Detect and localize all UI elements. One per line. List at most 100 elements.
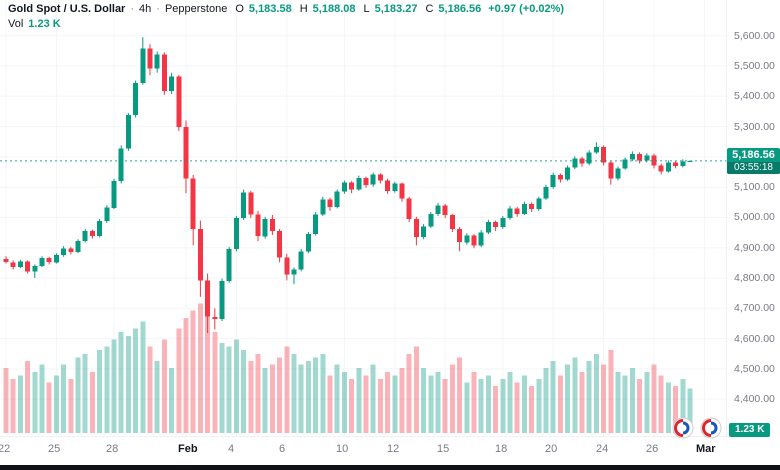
- volume-label[interactable]: Vol: [8, 18, 24, 30]
- candle: [356, 178, 362, 190]
- time-tick-label: Mar: [696, 443, 716, 455]
- candle: [341, 182, 347, 192]
- time-axis[interactable]: 22 25 28 Feb 4 6 10 12 15 18 20 24 26 Mar: [0, 437, 780, 465]
- candle: [521, 203, 527, 214]
- volume-bar: [161, 339, 167, 433]
- candle: [543, 187, 549, 199]
- volume-bar: [565, 364, 571, 433]
- candle: [104, 207, 110, 221]
- candle: [241, 192, 247, 218]
- volume-bar: [298, 364, 304, 433]
- volume-bar: [651, 364, 657, 433]
- volume-row: Vol 1.23 K: [8, 17, 564, 32]
- volume-bar: [183, 317, 189, 433]
- volume-bar: [687, 388, 693, 433]
- candle: [305, 234, 311, 252]
- price-tick-label: 5,600.00: [734, 30, 775, 42]
- candle: [46, 258, 52, 263]
- volume-bar: [557, 375, 563, 433]
- volume-bar: [377, 379, 383, 433]
- price-tick-label: 5,000.00: [734, 211, 775, 223]
- candle: [435, 205, 441, 214]
- volume-bar: [262, 368, 268, 433]
- volume-bar: [680, 379, 686, 433]
- high-value: 5,188.08: [312, 3, 356, 15]
- candle: [507, 208, 513, 219]
- symbol-row: Gold Spot / U.S. Dollar · 4h · Peppersto…: [8, 2, 564, 17]
- volume-bar: [406, 353, 412, 433]
- candle: [680, 161, 686, 166]
- volume-bar: [579, 371, 585, 433]
- candle: [658, 165, 664, 172]
- candle: [349, 182, 355, 190]
- candle: [320, 199, 326, 215]
- candle: [25, 261, 31, 272]
- candle: [565, 167, 571, 180]
- candle: [197, 228, 203, 281]
- volume-bar: [255, 353, 261, 433]
- candle: [291, 269, 297, 275]
- volume-bar: [305, 361, 311, 433]
- candle: [248, 192, 254, 215]
- volume-bar: [471, 371, 477, 433]
- volume-bar: [593, 353, 599, 433]
- volume-bar: [349, 379, 355, 433]
- time-tick-label: 24: [596, 443, 609, 455]
- volume-bar: [313, 357, 319, 433]
- volume-bar: [89, 371, 95, 433]
- volume-bar: [370, 364, 376, 433]
- candle: [385, 180, 391, 191]
- volume-bar: [550, 361, 556, 433]
- volume-bar: [601, 364, 607, 433]
- candle: [89, 231, 95, 237]
- candle: [111, 181, 117, 208]
- time-tick-label: 20: [545, 443, 558, 455]
- volume-bar: [125, 335, 131, 433]
- candle: [493, 222, 499, 228]
- volume-bar: [413, 346, 419, 433]
- candle: [255, 214, 261, 237]
- candle: [190, 178, 196, 229]
- time-tick-label: 4: [228, 443, 235, 455]
- time-tick-label: 10: [336, 443, 349, 455]
- candle: [133, 83, 139, 116]
- volume-bar: [442, 379, 448, 433]
- candle: [269, 219, 275, 232]
- volume-bar: [269, 364, 275, 433]
- candle: [10, 262, 16, 268]
- volume-bar: [514, 382, 520, 433]
- symbol-title[interactable]: Gold Spot / U.S. Dollar: [8, 3, 126, 15]
- price-axis[interactable]: 5,600.005,500.005,400.005,300.005,200.00…: [727, 0, 780, 437]
- price-tick-label: 4,600.00: [734, 333, 775, 345]
- candle: [205, 280, 211, 317]
- volume-bar: [233, 339, 239, 433]
- candle: [586, 152, 592, 164]
- candle: [334, 191, 340, 207]
- volume-bar: [97, 350, 103, 433]
- instrument-logo-gold-icon: [672, 417, 694, 439]
- candle: [363, 178, 369, 185]
- candle: [61, 248, 67, 255]
- volume-bar: [327, 375, 333, 433]
- close-label: C: [425, 3, 434, 15]
- candle: [82, 231, 88, 242]
- candle: [644, 155, 650, 161]
- time-tick-label: 28: [106, 443, 119, 455]
- price-tick-label: 5,100.00: [734, 181, 775, 193]
- volume-bar: [363, 375, 369, 433]
- price-tick-label: 5,400.00: [734, 90, 775, 102]
- interval-label[interactable]: 4h: [139, 3, 152, 15]
- volume-bar: [205, 314, 211, 433]
- price-tick-label: 5,300.00: [734, 121, 775, 133]
- volume-bar: [169, 368, 175, 433]
- candle: [665, 162, 671, 172]
- candle: [226, 249, 232, 281]
- volume-value: 1.23 K: [28, 18, 61, 30]
- candle: [464, 235, 470, 243]
- price-tick-label: 4,900.00: [734, 242, 775, 254]
- candle: [673, 162, 679, 166]
- candle: [262, 219, 268, 237]
- candle: [593, 147, 599, 153]
